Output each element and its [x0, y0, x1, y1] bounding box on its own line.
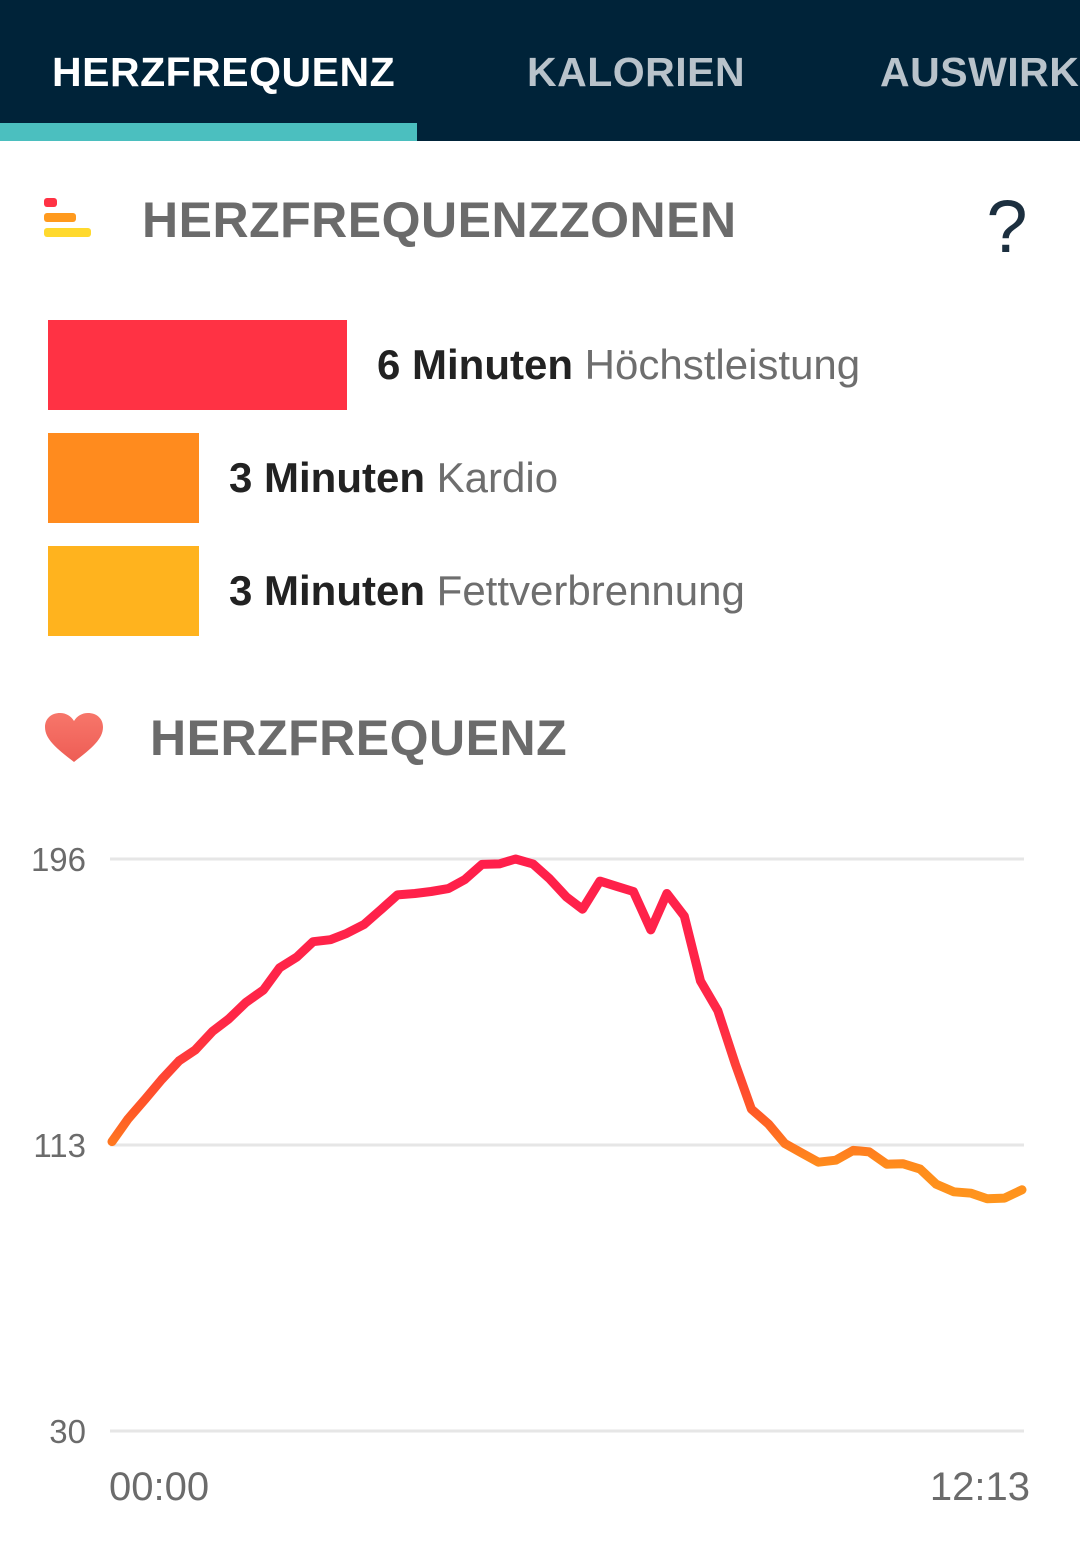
tab-heart-rate[interactable]: HERZFREQUENZ	[52, 49, 396, 95]
zone-label-cardio: 3 Minuten Kardio	[229, 433, 558, 523]
x-tick-label: 12:13	[930, 1465, 1030, 1509]
zone-bar-fat-burn	[48, 546, 199, 636]
zone-name-fat-burn: Fettverbrennung	[436, 567, 745, 614]
y-axis-labels: 196 113 30	[31, 841, 86, 1450]
heart-rate-chart: 196 113 30 00:00 12:13	[31, 841, 1030, 1509]
help-icon-glyph: ?	[986, 192, 1027, 268]
zone-minutes-cardio: 3 Minuten	[229, 454, 425, 501]
y-tick-label: 196	[31, 841, 86, 878]
heart-icon	[45, 713, 103, 762]
zone-name-peak: Höchstleistung	[584, 341, 861, 388]
tab-impact[interactable]: AUSWIRKUNGEN	[880, 49, 1080, 95]
zone-label-fat-burn: 3 Minuten Fettverbrennung	[229, 546, 745, 636]
zone-label-peak: 6 Minuten Höchstleistung	[377, 320, 860, 410]
y-tick-label: 113	[33, 1127, 86, 1164]
zone-bar-cardio	[48, 433, 199, 523]
zone-minutes-peak: 6 Minuten	[377, 341, 573, 388]
heart-rate-line	[107, 854, 1027, 1204]
tab-bar: HERZFREQUENZ KALORIEN AUSWIRKUNGEN	[0, 0, 1080, 141]
chart-grid	[110, 857, 1024, 1433]
y-tick-label: 30	[49, 1413, 86, 1450]
zone-bar-peak	[48, 320, 347, 410]
heart-rate-title: HERZFREQUENZ	[150, 710, 568, 766]
x-axis-labels: 00:00 12:13	[109, 1465, 1030, 1509]
zone-name-cardio: Kardio	[436, 454, 559, 501]
tab-calories[interactable]: KALORIEN	[527, 49, 746, 95]
help-icon[interactable]: ?	[976, 192, 1038, 272]
zones-title: HERZFREQUENZZONEN	[142, 192, 737, 248]
x-tick-label: 00:00	[109, 1465, 209, 1509]
heart-rate-zones-icon	[44, 198, 91, 237]
active-tab-indicator	[0, 123, 417, 141]
zone-minutes-fat-burn: 3 Minuten	[229, 567, 425, 614]
